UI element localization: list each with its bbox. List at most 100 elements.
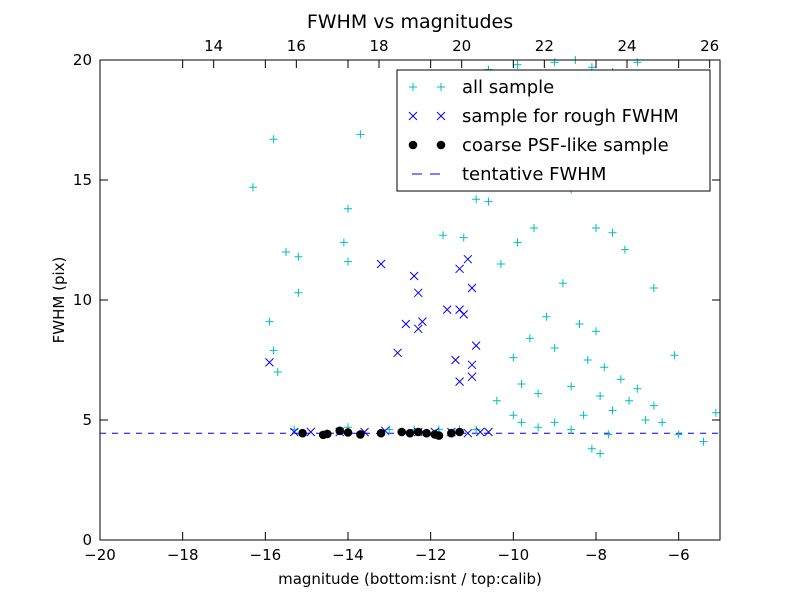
coarse-psf-point — [405, 428, 415, 438]
legend-symbol-plus — [409, 83, 417, 91]
coarse-psf-point — [343, 428, 353, 437]
all-sample-point — [517, 418, 526, 427]
legend-symbol-dot — [408, 140, 418, 150]
all-sample-point — [269, 346, 278, 355]
rough-fwhm-point — [467, 372, 477, 382]
y-axis-label: FWHM (pix) — [50, 257, 68, 344]
rough-fwhm-point — [467, 283, 477, 293]
rough-fwhm-point — [463, 428, 473, 438]
coarse-psf-point — [434, 431, 444, 440]
legend: all sample sample for rough FWHM coarse … — [396, 69, 711, 192]
all-sample-point — [575, 320, 584, 328]
all-sample-point — [587, 444, 596, 453]
rough-fwhm-point — [413, 324, 423, 334]
rough-fwhm-point — [455, 377, 464, 386]
coarse-psf-point — [447, 428, 456, 438]
legend-symbols — [408, 83, 446, 175]
rough-fwhm-point — [393, 348, 402, 358]
rough-fwhm-point — [451, 355, 460, 365]
y-tick-label: 0 — [82, 531, 92, 549]
all-sample-point — [344, 204, 352, 213]
all-sample-point — [699, 437, 708, 446]
top-x-tick-label: 20 — [452, 37, 471, 55]
all-sample-point — [633, 384, 642, 393]
data-layer — [100, 56, 720, 458]
rough-fwhm-point — [409, 271, 419, 281]
x-tick-label: −20 — [84, 546, 116, 564]
all-sample-point — [711, 408, 720, 417]
rough-fwhm-point — [289, 427, 299, 437]
legend-label-rough-fwhm: sample for rough FWHM — [462, 106, 679, 127]
coarse-psf-point — [397, 427, 407, 437]
legend-label-all-sample: all sample — [462, 77, 554, 98]
x-tick-label: −14 — [332, 546, 364, 564]
all-sample-point — [509, 411, 518, 420]
all-sample-point — [641, 416, 650, 424]
all-sample-point — [608, 228, 617, 237]
all-sample-point — [496, 260, 505, 268]
legend-box — [396, 69, 711, 192]
all-sample-point — [439, 231, 448, 240]
rough-fwhm-point — [463, 254, 473, 264]
all-sample-point — [567, 382, 576, 391]
all-sample-point — [534, 389, 543, 398]
all-sample-point — [472, 195, 481, 204]
top-x-tick-label: 18 — [369, 37, 388, 55]
top-x-tick-label: 16 — [287, 37, 306, 55]
coarse-psf-point — [298, 428, 307, 438]
x-axis-label: magnitude (bottom:isnt / top:calib) — [278, 570, 542, 588]
y-tick-label: 20 — [73, 51, 92, 69]
top-x-tick-label: 14 — [204, 37, 223, 55]
all-sample-point — [625, 396, 634, 405]
coarse-psf-point — [376, 428, 386, 438]
rough-fwhm-point — [413, 288, 423, 298]
all-sample-point — [558, 279, 567, 288]
all-sample-point — [620, 245, 629, 254]
all-sample-point — [592, 327, 600, 336]
coarse-psf-point — [422, 428, 431, 438]
chart-title: FWHM vs magnitudes — [307, 11, 513, 33]
coarse-psf-point — [413, 427, 423, 437]
rough-fwhm-point — [471, 341, 481, 350]
rough-fwhm-point — [376, 259, 386, 269]
rough-fwhm-point — [265, 358, 274, 367]
all-sample-point — [484, 197, 493, 206]
x-tick-label: −16 — [250, 546, 282, 564]
all-sample-point — [513, 60, 522, 69]
all-sample-point — [356, 130, 365, 139]
legend-label-tentative-fwhm: tentative FWHM — [462, 164, 606, 185]
all-sample-point — [542, 312, 551, 321]
top-x-tick-label: 24 — [617, 37, 636, 55]
y-tick-label: 5 — [82, 411, 92, 429]
all-sample-point — [583, 356, 592, 364]
all-sample-point — [282, 248, 290, 256]
all-sample-point — [472, 425, 481, 434]
all-sample-point — [674, 430, 683, 439]
y-tick-label: 15 — [73, 171, 92, 189]
x-tick-label: −8 — [585, 546, 607, 564]
all-sample-point — [530, 224, 538, 232]
all-sample-point — [604, 430, 613, 439]
rough-fwhm-point — [467, 360, 477, 370]
x-tick-label: −12 — [415, 546, 447, 564]
all-sample-point — [513, 238, 522, 247]
rough-fwhm-point — [401, 319, 411, 329]
x-tick-label: −6 — [668, 546, 690, 564]
x-tick-label: −10 — [498, 546, 530, 564]
legend-symbol-x — [436, 111, 446, 121]
all-sample-point — [459, 233, 468, 242]
all-sample-point — [492, 396, 501, 405]
all-sample-point — [248, 183, 257, 192]
legend-symbol-dot — [436, 140, 446, 150]
legend-symbol-x — [408, 111, 418, 121]
all-sample-point — [294, 288, 303, 297]
all-sample-point — [269, 135, 278, 144]
all-sample-point — [596, 392, 605, 400]
coarse-psf-point — [356, 430, 365, 439]
all-sample-point — [579, 411, 588, 420]
all-sample-point — [670, 351, 679, 360]
legend-symbol-plus — [437, 83, 445, 91]
all-sample-point — [550, 344, 559, 352]
rough-fwhm-point — [442, 305, 452, 314]
all-sample-point — [649, 401, 658, 410]
